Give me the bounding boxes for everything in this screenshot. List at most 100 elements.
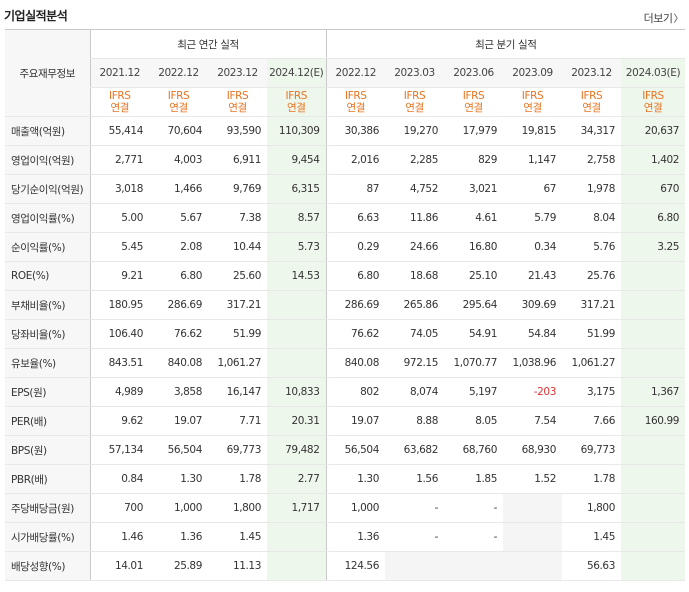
- row-label: 부채비율(%): [5, 290, 90, 320]
- cell-value: 93,590: [208, 116, 267, 146]
- cell-value: 265.86: [385, 290, 444, 320]
- cell-value: 25.60: [208, 261, 267, 291]
- cell-value: 2,758: [562, 145, 621, 175]
- cell-value: 1.30: [149, 464, 208, 494]
- cell-value: 317.21: [562, 290, 621, 320]
- cell-value: 1,000: [325, 493, 385, 523]
- cell-value: 21.43: [503, 261, 562, 291]
- cell-value: 17,979: [444, 116, 503, 146]
- period-header: 2023.03: [385, 58, 444, 88]
- ifrs-label: IFRS 연결: [149, 87, 208, 117]
- cell-value: 54.91: [444, 319, 503, 349]
- cell-value: 8.05: [444, 406, 503, 436]
- cell-value: 8.57: [267, 203, 326, 233]
- table-row: 부채비율(%) 180.95 286.69 317.21 286.69 265.86 295…: [5, 290, 686, 320]
- cell-value: [503, 522, 562, 552]
- cell-value: 56,504: [325, 435, 385, 465]
- row-label: PER(배): [5, 406, 90, 436]
- cell-value: 11.13: [208, 551, 267, 581]
- cell-value: 670: [621, 174, 686, 204]
- ifrs-consolidated: 연결: [346, 102, 366, 114]
- ifrs-standard: IFRS: [642, 90, 664, 102]
- cell-value: [621, 290, 686, 320]
- table-row: 배당성향(%) 14.01 25.89 11.13 124.56 56.63: [5, 551, 686, 581]
- cell-value: 6.80: [621, 203, 686, 233]
- cell-value: [621, 464, 686, 494]
- cell-value: [621, 435, 686, 465]
- cell-value: 6.63: [325, 203, 385, 233]
- cell-value: 3,175: [562, 377, 621, 407]
- row-label: PBR(배): [5, 464, 90, 494]
- chevron-right-icon: 〉: [673, 14, 684, 25]
- cell-value: 1.78: [562, 464, 621, 494]
- ifrs-label: IFRS 연결: [385, 87, 444, 117]
- cell-value: 2,771: [89, 145, 149, 175]
- cell-value: 9.21: [89, 261, 149, 291]
- cell-value: 9.62: [89, 406, 149, 436]
- row-label: 당좌비율(%): [5, 319, 90, 349]
- cell-value: 1.30: [325, 464, 385, 494]
- cell-value: 14.01: [89, 551, 149, 581]
- cell-value: 6.80: [149, 261, 208, 291]
- cell-value: [267, 348, 326, 378]
- cell-value: 19,270: [385, 116, 444, 146]
- cell-value: 1,402: [621, 145, 686, 175]
- period-header: 2024.03(E): [621, 58, 686, 88]
- ifrs-consolidated: 연결: [228, 102, 247, 114]
- cell-value: 829: [444, 145, 503, 175]
- ifrs-standard: IFRS: [285, 90, 308, 102]
- row-label: 배당성향(%): [5, 551, 90, 581]
- cell-value: 1.46: [89, 522, 149, 552]
- table-row: PBR(배) 0.84 1.30 1.78 2.77 1.30 1.56 1.85 1.52 1.…: [5, 464, 686, 494]
- cell-value: 160.99: [621, 406, 686, 436]
- cell-value: 67: [503, 174, 562, 204]
- cell-value: 3,021: [444, 174, 503, 204]
- cell-value: 295.64: [444, 290, 503, 320]
- more-link[interactable]: 더보기〉: [643, 10, 684, 26]
- cell-value: 3,018: [89, 174, 149, 204]
- table-row: 순이익률(%) 5.45 2.08 10.44 5.73 0.29 24.66 16.80 0.…: [5, 232, 686, 262]
- cell-value: 68,930: [503, 435, 562, 465]
- ifrs-label: IFRS 연결: [267, 87, 326, 117]
- cell-value: 1,147: [503, 145, 562, 175]
- cell-value: 69,773: [562, 435, 621, 465]
- cell-value: 1,466: [149, 174, 208, 204]
- cell-value: 1.36: [149, 522, 208, 552]
- ifrs-label: IFRS 연결: [503, 87, 562, 117]
- cell-value: 6.80: [325, 261, 385, 291]
- row-label: 당기순이익(억원): [5, 174, 90, 204]
- date-header-row: 2021.12 2022.12 2023.12 2024.12(E) 2022.12 20…: [5, 58, 686, 88]
- cell-value: 1,038.96: [503, 348, 562, 378]
- cell-value: 79,482: [267, 435, 326, 465]
- cell-value: 56.63: [562, 551, 621, 581]
- cell-value: [267, 319, 326, 349]
- table-row: 주당배당금(원) 700 1,000 1,800 1,717 1,000- -1,800: [5, 493, 686, 523]
- cell-value: [621, 348, 686, 378]
- cell-value: 25.76: [562, 261, 621, 291]
- cell-value: 4,003: [149, 145, 208, 175]
- cell-value: 14.53: [267, 261, 326, 291]
- cell-value: 25.89: [149, 551, 208, 581]
- ifrs-consolidated: 연결: [110, 102, 130, 114]
- financial-table: 주요재무정보 최근 연간 실적 최근 분기 실적 2021.12 2022.12 2…: [5, 29, 686, 581]
- table-body: 매출액(억원) 55,414 70,604 93,590 110,309 30,386 19…: [5, 116, 686, 581]
- cell-value: 7.66: [562, 406, 621, 436]
- row-label: 영업이익률(%): [5, 203, 90, 233]
- table-row: 당좌비율(%) 106.40 76.62 51.99 76.62 74.05 54.91 54…: [5, 319, 686, 349]
- cell-value: 1.56: [385, 464, 444, 494]
- cell-value: 1.45: [562, 522, 621, 552]
- cell-value: 802: [325, 377, 385, 407]
- more-label: 더보기: [643, 12, 673, 25]
- ifrs-consolidated: 연결: [643, 102, 663, 114]
- row-label: 매출액(억원): [5, 116, 90, 146]
- cell-value: 55,414: [89, 116, 149, 146]
- cell-value: 10.44: [208, 232, 267, 262]
- cell-value: 1,061.27: [562, 348, 621, 378]
- cell-value: 24.66: [385, 232, 444, 262]
- cell-value: 1,070.77: [444, 348, 503, 378]
- cell-value: 54.84: [503, 319, 562, 349]
- cell-value: 20,637: [621, 116, 686, 146]
- cell-value: 69,773: [208, 435, 267, 465]
- table-row: BPS(원) 57,134 56,504 69,773 79,482 56,504 63,6…: [5, 435, 686, 465]
- cell-value: 700: [89, 493, 149, 523]
